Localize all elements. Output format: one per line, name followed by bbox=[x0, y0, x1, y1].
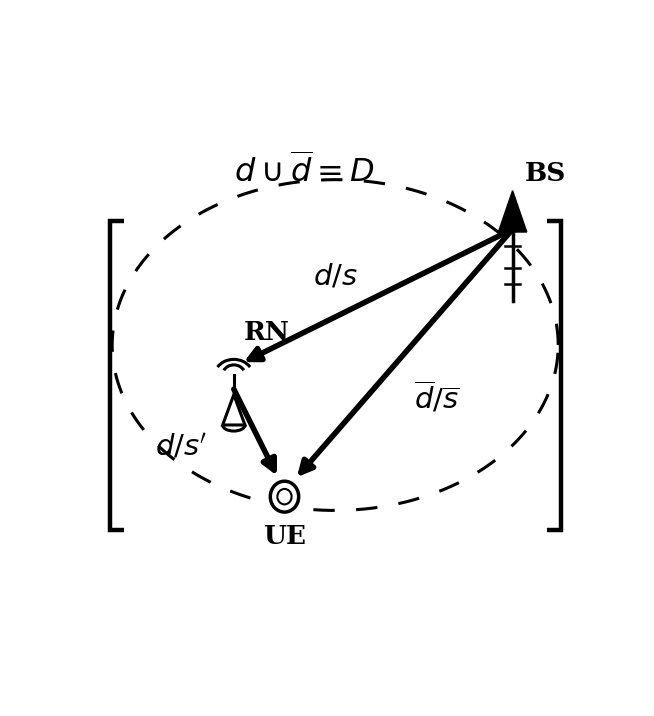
Circle shape bbox=[277, 489, 292, 504]
Text: $d \cup \overline{d}=D$: $d \cup \overline{d}=D$ bbox=[234, 153, 375, 190]
Polygon shape bbox=[498, 190, 526, 232]
Text: $d/s'$: $d/s'$ bbox=[154, 432, 207, 462]
Text: $d/s$: $d/s$ bbox=[313, 262, 358, 290]
Text: BS: BS bbox=[525, 161, 566, 186]
Text: RN: RN bbox=[244, 320, 290, 345]
Text: UE: UE bbox=[263, 524, 306, 549]
Circle shape bbox=[270, 481, 299, 512]
Text: $\overline{d}/\overline{s}$: $\overline{d}/\overline{s}$ bbox=[414, 379, 459, 415]
Polygon shape bbox=[222, 395, 245, 425]
